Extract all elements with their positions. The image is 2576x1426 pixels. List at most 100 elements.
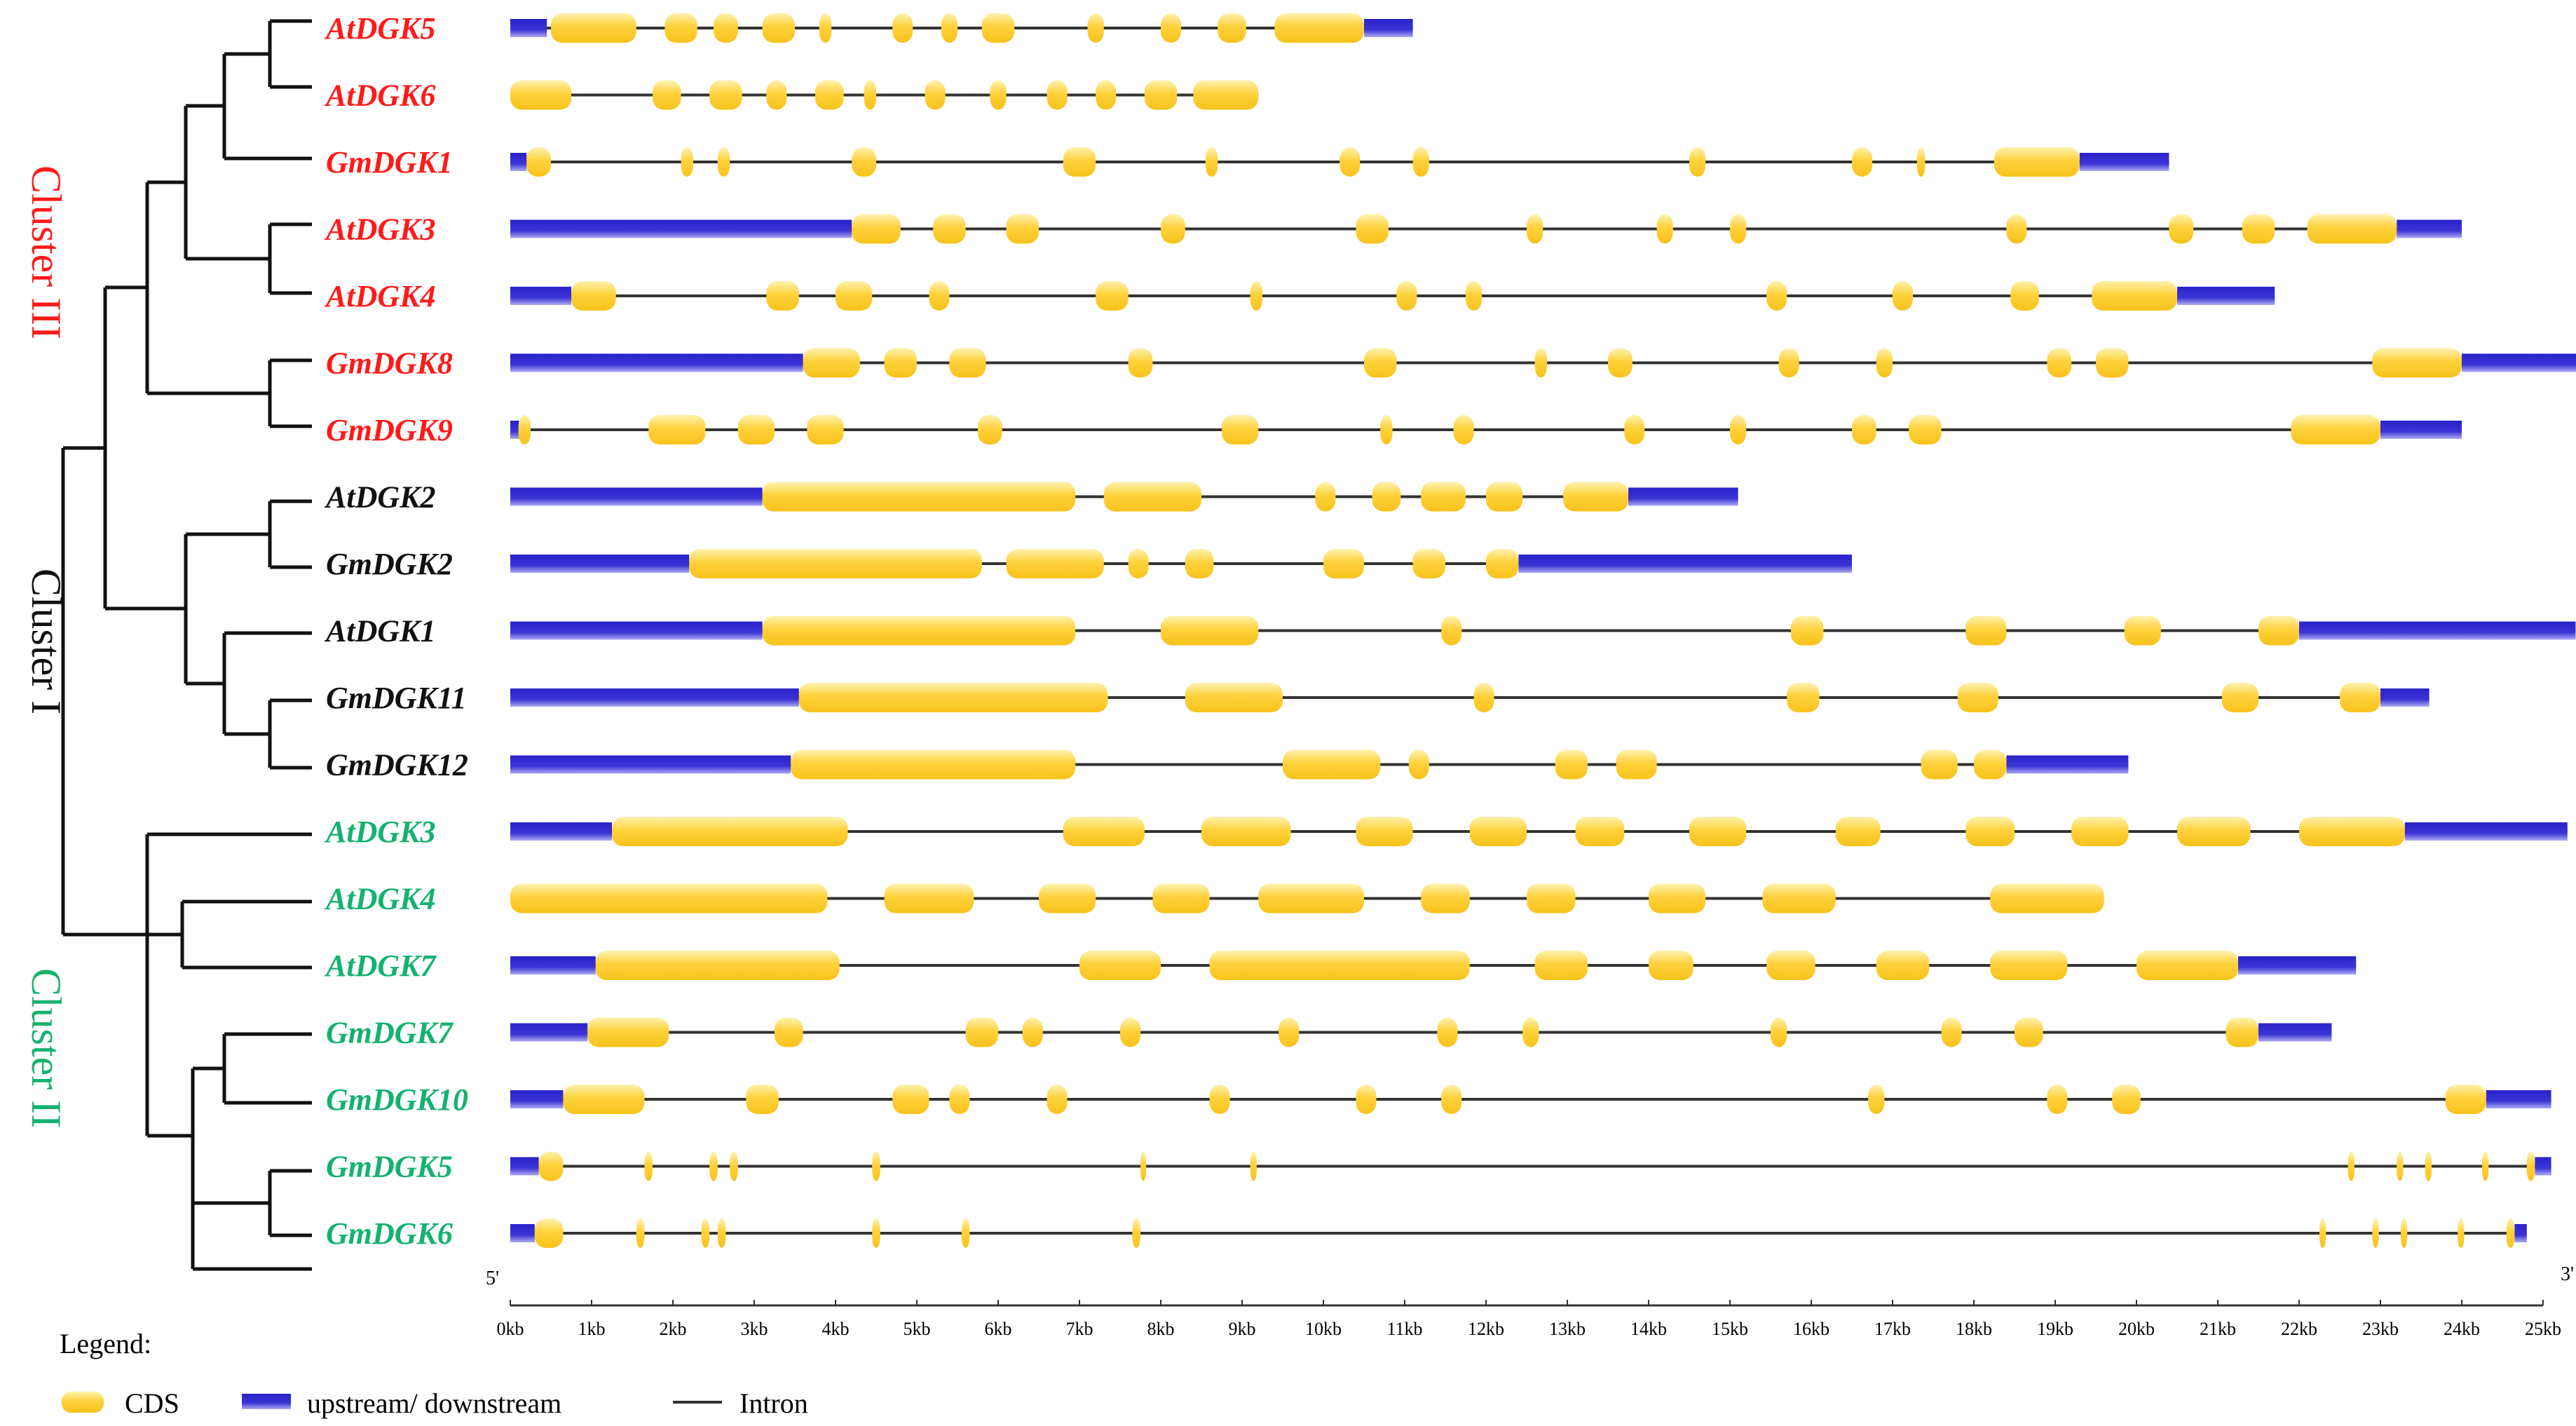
- cds-exon: [1466, 281, 1483, 311]
- cds-exon: [1555, 749, 1588, 780]
- cds-exon: [2221, 683, 2258, 712]
- cds-exon: [648, 415, 706, 444]
- cds-exon: [892, 1085, 929, 1114]
- cds-exon: [612, 817, 848, 846]
- cds-exon: [1022, 1017, 1043, 1047]
- cds-exon: [2347, 1151, 2354, 1181]
- cds-exon: [766, 80, 787, 110]
- gene-name-gmdgk6: GmDGK6: [326, 1216, 453, 1251]
- cds-exon: [2397, 1151, 2404, 1181]
- cds-exon: [2092, 281, 2177, 311]
- cds-exon: [1087, 13, 1104, 43]
- cds-exon: [1486, 549, 1519, 578]
- cds-exon: [2458, 1218, 2465, 1248]
- cds-exon: [1274, 13, 1364, 43]
- utr-segment: [2462, 353, 2576, 372]
- cds-exon: [2526, 1151, 2535, 1181]
- cds-exon: [1876, 348, 1893, 378]
- tree-branch: [268, 222, 312, 295]
- gene-name-atdgk7: AtDGK7: [324, 949, 437, 983]
- cds-exon: [2258, 616, 2299, 646]
- cds-exon: [1218, 13, 1246, 43]
- cds-exon: [2319, 1218, 2326, 1248]
- cds-exon: [1527, 883, 1576, 914]
- kb-axis: 0kb 1kb 2kb 3kb 4kb 5kb 6kb 7kb 8kb 9kb 10kb 11kb 12…: [486, 1263, 2574, 1339]
- utr-segment: [510, 555, 690, 573]
- gene-track: [510, 482, 1738, 512]
- gene-name-atdgk6: AtDGK6: [324, 79, 435, 113]
- cds-exon: [1372, 482, 1401, 512]
- cds-exon: [1103, 482, 1201, 512]
- gene-name-atdgk3: AtDGK3: [324, 815, 435, 849]
- cds-exon: [563, 1085, 645, 1114]
- tree-branch: [145, 932, 193, 1138]
- gene-name-atdgk4: AtDGK4: [324, 279, 435, 313]
- cds-exon: [2506, 1218, 2515, 1248]
- cds-exon: [2006, 214, 2027, 244]
- cds-exon: [1364, 348, 1397, 378]
- cds-exon: [1258, 883, 1364, 914]
- cds-exon: [2401, 1218, 2408, 1248]
- axis-tick-label: 24kb: [2444, 1319, 2480, 1339]
- cds-exon: [1957, 683, 1998, 712]
- gene-track: [510, 214, 2462, 244]
- cds-exon: [775, 1017, 803, 1047]
- cds-exon: [730, 1151, 738, 1181]
- gene-tracks: [510, 13, 2576, 1248]
- cds-exon: [1453, 415, 1474, 444]
- cds-exon: [1396, 281, 1417, 311]
- cds-exon: [681, 147, 693, 177]
- utr-segment: [510, 1224, 535, 1242]
- tree-branch: [191, 1066, 270, 1205]
- axis-tick-label: 7kb: [1066, 1319, 1093, 1339]
- axis-tick-label: 25kb: [2525, 1319, 2561, 1339]
- cds-exon: [717, 1218, 726, 1248]
- gene-track: [510, 80, 1259, 110]
- cds-exon: [1965, 817, 2015, 846]
- cds-exon: [551, 13, 636, 43]
- cds-exon: [949, 1085, 970, 1114]
- cds-exon: [1778, 348, 1799, 378]
- cds-exon: [595, 951, 840, 980]
- tree-branch: [268, 358, 312, 428]
- cds-exon: [2307, 214, 2397, 244]
- tree-branch: [180, 899, 312, 970]
- utr-segment: [1628, 487, 1738, 506]
- cds-exon: [1730, 214, 1747, 244]
- cds-exon: [941, 13, 958, 43]
- cds-exon: [762, 482, 1076, 512]
- utr-segment: [2380, 688, 2430, 707]
- cds-exon: [1132, 1218, 1140, 1248]
- cds-exon: [1689, 147, 1706, 177]
- cds-exon: [2291, 415, 2380, 444]
- cds-exon: [929, 281, 950, 311]
- axis-tick-label: 23kb: [2362, 1319, 2399, 1339]
- cds-exon: [1649, 951, 1694, 980]
- cds-exon: [1205, 147, 1218, 177]
- cds-exon: [2177, 817, 2251, 846]
- cds-exon: [2137, 951, 2238, 980]
- gene-names: AtDGK5 AtDGK6 GmDGK1 AtDGK3 AtDGK4 GmDGK8 GmDG…: [324, 11, 468, 1251]
- cds-exon: [538, 1151, 564, 1181]
- cds-exon: [819, 13, 832, 43]
- utr-segment: [2258, 1023, 2332, 1042]
- cds-exon: [1791, 616, 1824, 646]
- cds-exon: [2372, 348, 2462, 378]
- cds-exon: [1185, 549, 1214, 578]
- cds-exon: [689, 549, 982, 578]
- cds-exon: [1893, 281, 1913, 311]
- cds-exon: [737, 415, 775, 444]
- utr-segment: [510, 487, 763, 506]
- cds-exon: [1128, 348, 1153, 378]
- utr-segment: [2404, 822, 2568, 841]
- cds-exon: [1486, 482, 1523, 512]
- utr-segment: [510, 287, 571, 305]
- cds-exon: [2482, 1151, 2489, 1181]
- axis-tick-label: 5kb: [904, 1319, 931, 1339]
- cds-exon: [791, 749, 1076, 780]
- cds-exon: [644, 1151, 653, 1181]
- cds-exon: [798, 683, 1108, 712]
- cds-exon: [815, 80, 844, 110]
- cds-exon: [2124, 616, 2161, 646]
